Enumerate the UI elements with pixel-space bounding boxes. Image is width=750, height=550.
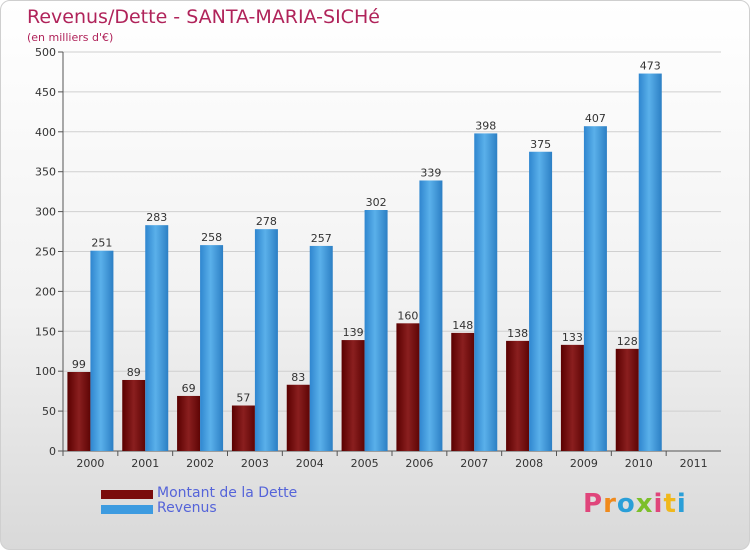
x-tick-label: 2010 bbox=[625, 457, 653, 470]
data-label: 375 bbox=[530, 138, 551, 151]
bar-revenus bbox=[529, 151, 553, 451]
y-tick-label: 50 bbox=[42, 405, 56, 418]
data-label: 99 bbox=[72, 358, 86, 371]
bar-revenus bbox=[364, 210, 388, 451]
y-tick-label: 350 bbox=[35, 166, 56, 179]
legend-swatch-dette bbox=[101, 490, 153, 499]
bar-revenus bbox=[474, 133, 498, 451]
y-tick-label: 400 bbox=[35, 126, 56, 139]
bar-revenus bbox=[638, 73, 662, 452]
bar-dette bbox=[122, 379, 146, 451]
y-tick-label: 200 bbox=[35, 285, 56, 298]
x-tick-label: 2005 bbox=[351, 457, 379, 470]
x-tick-label: 2008 bbox=[515, 457, 543, 470]
data-label: 278 bbox=[256, 215, 277, 228]
x-tick-label: 2006 bbox=[405, 457, 433, 470]
bar-dette bbox=[560, 344, 584, 451]
data-label: 133 bbox=[562, 331, 583, 344]
bar-dette bbox=[615, 348, 639, 451]
data-label: 57 bbox=[236, 392, 250, 405]
bar-revenus bbox=[583, 126, 607, 452]
y-tick-label: 500 bbox=[35, 46, 56, 59]
bar-dette bbox=[231, 405, 255, 451]
x-tick-label: 2011 bbox=[680, 457, 708, 470]
x-tick-label: 2007 bbox=[460, 457, 488, 470]
bar-dette bbox=[506, 340, 530, 451]
y-tick-label: 100 bbox=[35, 365, 56, 378]
chart-title: Revenus/Dette - SANTA-MARIA-SICHé bbox=[27, 6, 380, 28]
data-label: 258 bbox=[201, 231, 222, 244]
data-label: 128 bbox=[617, 335, 638, 348]
y-tick-label: 150 bbox=[35, 325, 56, 338]
data-label: 69 bbox=[182, 382, 196, 395]
data-label: 139 bbox=[343, 326, 364, 339]
bar-dette bbox=[341, 340, 365, 451]
bar-revenus bbox=[419, 180, 443, 451]
data-label: 339 bbox=[420, 166, 441, 179]
x-tick-label: 2003 bbox=[241, 457, 269, 470]
y-tick-label: 0 bbox=[49, 445, 56, 458]
data-label: 407 bbox=[585, 112, 606, 125]
bar-revenus bbox=[254, 229, 278, 451]
data-label: 257 bbox=[311, 232, 332, 245]
legend-label-dette: Montant de la Dette bbox=[157, 485, 298, 501]
bar-dette bbox=[67, 371, 91, 451]
data-label: 302 bbox=[366, 196, 387, 209]
bar-dette bbox=[177, 395, 201, 451]
data-label: 251 bbox=[91, 237, 112, 250]
x-tick-label: 2000 bbox=[76, 457, 104, 470]
bar-revenus bbox=[145, 225, 169, 451]
data-label: 473 bbox=[640, 60, 661, 73]
legend-swatch-revenus bbox=[101, 505, 153, 514]
chart-subtitle: (en milliers d'€) bbox=[27, 31, 114, 44]
data-label: 398 bbox=[475, 119, 496, 132]
x-tick-label: 2009 bbox=[570, 457, 598, 470]
bar-revenus bbox=[90, 250, 114, 451]
data-label: 83 bbox=[291, 371, 305, 384]
legend-label-revenus: Revenus bbox=[157, 500, 217, 516]
y-tick-label: 300 bbox=[35, 206, 56, 219]
x-tick-label: 2004 bbox=[296, 457, 324, 470]
bar-revenus bbox=[309, 245, 333, 451]
proxiti-logo: Proxiti bbox=[583, 489, 687, 519]
y-tick-label: 450 bbox=[35, 86, 56, 99]
bar-revenus bbox=[200, 245, 224, 451]
data-label: 89 bbox=[127, 366, 141, 379]
data-label: 283 bbox=[146, 211, 167, 224]
x-tick-label: 2001 bbox=[131, 457, 159, 470]
y-tick-label: 250 bbox=[35, 246, 56, 259]
x-tick-label: 2002 bbox=[186, 457, 214, 470]
data-label: 160 bbox=[397, 309, 418, 322]
bar-dette bbox=[286, 384, 310, 451]
data-label: 148 bbox=[452, 319, 473, 332]
bar-dette bbox=[396, 323, 420, 451]
data-label: 138 bbox=[507, 327, 528, 340]
bar-dette bbox=[451, 332, 475, 451]
